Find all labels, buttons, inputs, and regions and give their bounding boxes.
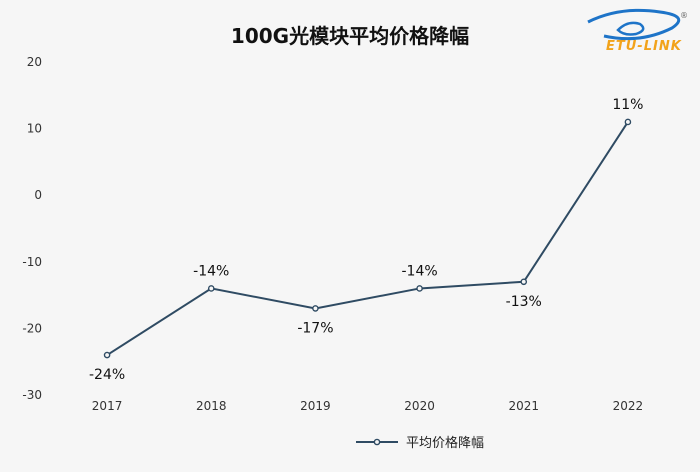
series-line bbox=[106, 121, 629, 356]
y-tick-label: 0 bbox=[34, 188, 42, 202]
legend: 平均价格降幅 bbox=[356, 435, 484, 451]
logo-swoosh-icon bbox=[587, 8, 681, 41]
y-tick-label: -10 bbox=[22, 255, 42, 269]
x-axis: 2017 2018 2019 2020 2021 2022 bbox=[92, 399, 643, 413]
y-tick-label: 20 bbox=[27, 55, 42, 69]
data-point bbox=[312, 305, 319, 312]
data-label: 11% bbox=[612, 97, 643, 113]
data-label: -17% bbox=[297, 320, 333, 336]
x-tick-label: 2019 bbox=[300, 399, 331, 413]
x-tick-label: 2017 bbox=[92, 399, 123, 413]
logo-text: ETU-LINK bbox=[606, 39, 682, 54]
y-tick-label: 10 bbox=[27, 122, 42, 136]
x-tick-label: 2020 bbox=[404, 399, 435, 413]
etu-link-logo: ETU-LINK ® bbox=[587, 8, 688, 54]
x-tick-label: 2018 bbox=[196, 399, 227, 413]
x-tick-label: 2022 bbox=[613, 399, 644, 413]
legend-marker bbox=[373, 438, 381, 446]
y-tick-label: -20 bbox=[22, 321, 42, 335]
data-point bbox=[103, 351, 111, 359]
logo-e-mark-icon bbox=[616, 21, 645, 36]
data-point bbox=[520, 278, 528, 286]
y-axis: 20 10 0 -10 -20 -30 bbox=[22, 55, 42, 402]
x-tick-label: 2021 bbox=[508, 399, 539, 413]
data-label: -14% bbox=[193, 263, 229, 279]
registered-mark: ® bbox=[680, 11, 688, 20]
y-tick-label: -30 bbox=[22, 388, 42, 402]
data-label: -14% bbox=[401, 263, 437, 279]
series-layer bbox=[103, 118, 632, 359]
data-point bbox=[207, 285, 215, 292]
data-label: -24% bbox=[89, 367, 125, 383]
data-point bbox=[416, 285, 423, 292]
data-label: -13% bbox=[506, 294, 542, 310]
data-point bbox=[624, 118, 632, 126]
legend-label: 平均价格降幅 bbox=[406, 435, 484, 451]
chart-title: 100G光模块平均价格降幅 bbox=[231, 24, 469, 48]
data-labels: -24% -14% -17% -14% -13% 11% bbox=[89, 97, 643, 383]
